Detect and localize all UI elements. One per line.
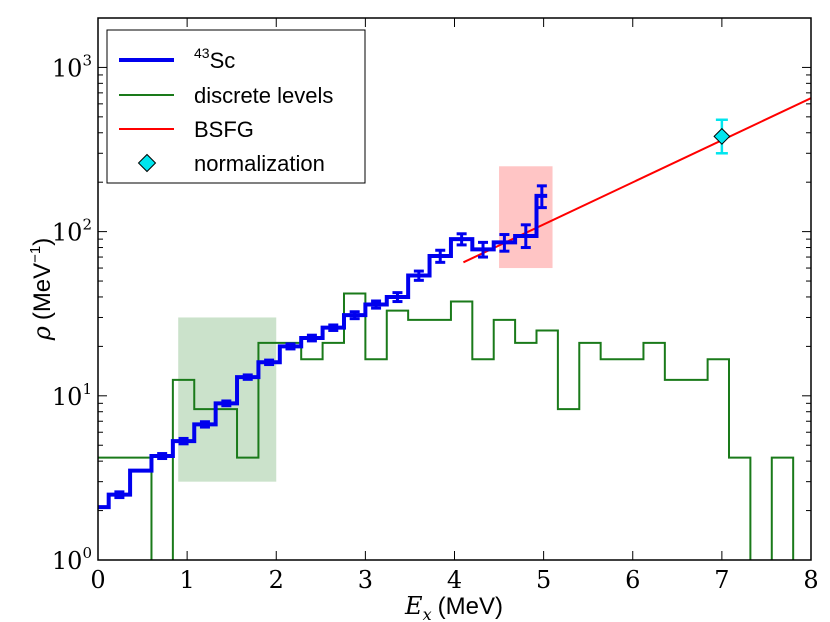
x-tick-label: 8 bbox=[803, 566, 818, 594]
normalization-marker bbox=[713, 127, 731, 145]
sc43-errorbar bbox=[520, 223, 531, 250]
normalization-series bbox=[713, 118, 731, 155]
sc43-errorbar bbox=[536, 184, 547, 210]
x-tick-label: 1 bbox=[179, 566, 194, 594]
sc43-errorbar bbox=[285, 342, 296, 351]
y-axis-title: ρ (MeV−1) bbox=[27, 238, 56, 342]
legend: 43Sc discrete levels BSFG normalization bbox=[106, 29, 366, 184]
y-tick-label: 100 bbox=[52, 544, 92, 575]
sc43-errorbar bbox=[371, 299, 382, 310]
x-tick-label: 4 bbox=[447, 566, 462, 594]
sc43-errorbar bbox=[114, 490, 125, 500]
legend-normalization-marker bbox=[137, 153, 157, 173]
x-tick-label: 7 bbox=[714, 566, 729, 594]
x-tick-label: 2 bbox=[269, 566, 284, 594]
upper-normalization-region bbox=[499, 166, 553, 269]
sc43-step-line bbox=[98, 193, 548, 510]
x-axis-unit: (MeV) bbox=[438, 593, 503, 620]
legend-bsfg-label: BSFG bbox=[194, 117, 254, 142]
y-axis-symbol: ρ bbox=[28, 326, 56, 341]
x-tick-labels: 0 1 2 3 4 5 6 7 8 bbox=[90, 566, 818, 594]
y-tick-label: 101 bbox=[52, 380, 92, 411]
legend-discrete-label: discrete levels bbox=[194, 83, 333, 108]
sc43-errorbar bbox=[435, 248, 446, 264]
y-tick-label: 102 bbox=[52, 216, 92, 247]
plot-frame bbox=[97, 17, 812, 561]
legend-sc43-element: Sc bbox=[210, 48, 236, 73]
sc43-errorbar bbox=[221, 399, 232, 408]
sc43-errorbar bbox=[178, 436, 189, 446]
sc43-errorbar bbox=[349, 310, 360, 321]
sc43-series bbox=[98, 184, 548, 510]
sc43-errorbar bbox=[264, 358, 275, 367]
sc43-errorbar bbox=[392, 291, 403, 304]
x-axis-subscript: x bbox=[423, 605, 432, 622]
sc43-errorbar bbox=[306, 333, 317, 343]
y-tick-label: 103 bbox=[52, 51, 92, 82]
discrete-levels-line bbox=[98, 292, 795, 560]
sc43-errorbar bbox=[157, 452, 168, 461]
legend-sc43-label: 43Sc bbox=[194, 45, 235, 73]
sc43-errorbar bbox=[199, 420, 210, 429]
y-tick-labels: 100 101 102 103 bbox=[52, 51, 92, 575]
y-axis-unit-close: ) bbox=[29, 238, 56, 246]
sc43-errorbar bbox=[413, 269, 424, 282]
legend-sc43-mass: 43 bbox=[194, 45, 210, 61]
legend-normalization-label: normalization bbox=[194, 151, 325, 176]
sc43-errorbar bbox=[478, 240, 489, 259]
x-tick-label: 5 bbox=[536, 566, 551, 594]
y-axis-unit: (MeV bbox=[29, 263, 56, 320]
sc43-errorbar bbox=[242, 373, 253, 381]
x-tick-label: 0 bbox=[90, 566, 105, 594]
y-axis-unit-exponent: −1 bbox=[27, 246, 44, 263]
sc43-errorbar bbox=[499, 233, 510, 253]
x-axis-title: Ex (MeV) bbox=[404, 592, 503, 622]
sc43-errorbar bbox=[328, 323, 339, 332]
x-axis-symbol: E bbox=[404, 592, 423, 620]
discrete-levels-series bbox=[98, 292, 795, 560]
x-tick-label: 6 bbox=[625, 566, 640, 594]
x-tick-label: 3 bbox=[358, 566, 373, 594]
sc43-errorbar bbox=[456, 232, 467, 247]
